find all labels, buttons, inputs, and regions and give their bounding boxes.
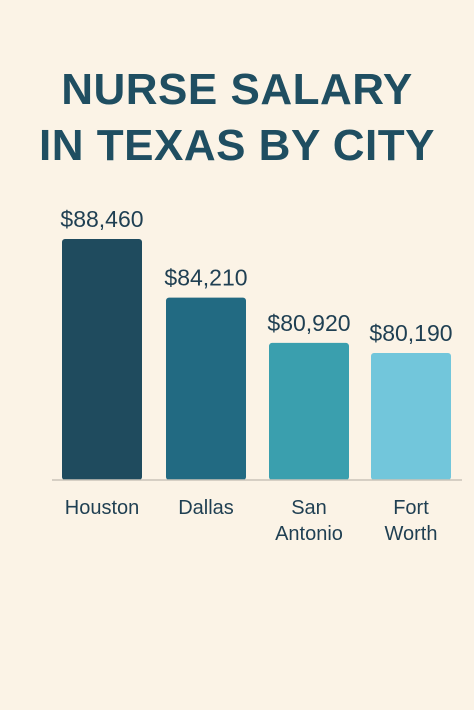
bars-group <box>62 239 451 480</box>
category-label-line: San <box>291 497 327 519</box>
chart-title-line-1: NURSE SALARY <box>61 65 413 114</box>
category-label-line: Dallas <box>178 497 234 519</box>
category-label: Dallas <box>178 497 234 519</box>
chart-title: NURSE SALARY IN TEXAS BY CITY <box>0 62 474 174</box>
category-label-line: Antonio <box>275 523 343 545</box>
category-label-line: Worth <box>385 523 438 545</box>
category-label: San Antonio <box>275 497 343 545</box>
category-label-line: Fort <box>393 497 429 519</box>
category-label: Fort Worth <box>385 497 438 545</box>
value-label: $80,920 <box>267 310 350 336</box>
value-label: $84,210 <box>164 265 247 291</box>
chart-title-line-2: IN TEXAS BY CITY <box>39 121 435 170</box>
bar-fort-worth <box>371 353 451 480</box>
bar-houston <box>62 239 142 480</box>
value-label: $88,460 <box>60 206 143 232</box>
bar-san-antonio <box>269 342 349 480</box>
category-label-line: Houston <box>65 497 140 519</box>
bar-dallas <box>166 297 246 480</box>
value-label: $80,190 <box>369 320 452 346</box>
category-label: Houston <box>65 497 140 519</box>
labels-group: $88,460 Houston $84,210 Dallas $80,920 San Ant… <box>60 206 452 545</box>
